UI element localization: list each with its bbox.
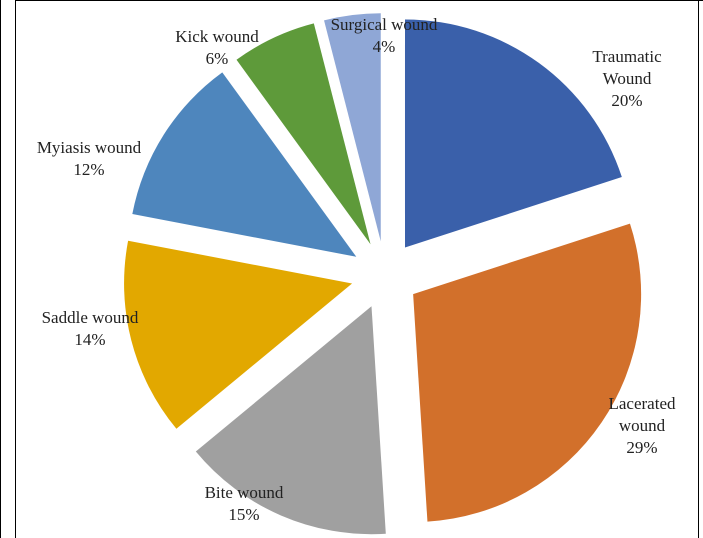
frame-left-border-inner [15,0,16,538]
data-label-bite-wound: Bite wound 15% [205,483,284,524]
frame-top-border [15,0,703,1]
data-label-lacerated-wound: Lacerated wound 29% [609,394,676,457]
pie-slice-surgical-wound [324,13,381,242]
data-label-kick-wound: Kick wound 6% [175,27,259,68]
pie-slice-kick-wound [236,23,371,245]
data-label-surgical-wound: Surgical wound 4% [331,15,438,56]
pie-slice-lacerated-wound [413,223,642,522]
data-label-saddle-wound: Saddle wound 14% [42,308,139,349]
pie-slice-traumatic-wound [404,19,622,248]
frame-right-border [698,0,699,538]
pie-slice-saddle-wound [124,240,353,429]
data-label-myiasis-wound: Myiasis wound 12% [37,138,142,179]
pie-slice-myiasis-wound [132,72,357,257]
pie-slice-bite-wound [195,306,386,535]
data-label-traumatic-wound: Traumatic Wound 20% [592,47,662,110]
frame-left-border [0,0,1,538]
